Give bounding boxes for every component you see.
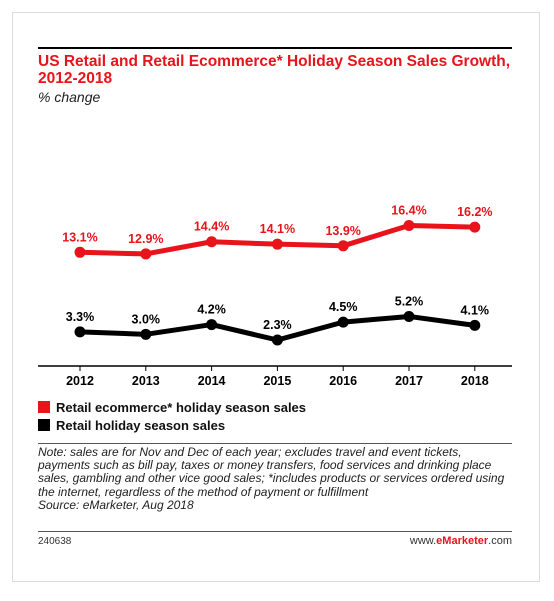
data-point-ecommerce-2017: [403, 220, 415, 232]
data-label-retail-2014: 4.2%: [197, 303, 226, 317]
data-point-ecommerce-2016: [337, 240, 349, 252]
data-label-ecommerce-2014: 14.4%: [194, 220, 229, 234]
data-point-ecommerce-2012: [74, 246, 86, 258]
note-text: Note: sales are for Nov and Dec of each …: [38, 445, 505, 499]
data-label-ecommerce-2015: 14.1%: [260, 222, 295, 236]
legend-item-ecommerce: Retail ecommerce* holiday season sales: [38, 400, 512, 415]
data-point-ecommerce-2018: [469, 221, 481, 233]
x-tick-label-2013: 2013: [132, 374, 160, 388]
brand-name: eMarketer: [436, 535, 489, 547]
data-point-retail-2014: [206, 319, 218, 331]
data-label-ecommerce-2012: 13.1%: [62, 230, 97, 244]
data-label-retail-2012: 3.3%: [66, 310, 95, 324]
brand-suffix: .com: [488, 535, 512, 547]
data-point-retail-2015: [271, 334, 283, 346]
legend-swatch-ecommerce: [38, 401, 50, 413]
source-text: Source: eMarketer, Aug 2018: [38, 497, 194, 512]
legend-label-retail: Retail holiday season sales: [56, 418, 226, 433]
x-tick-label-2017: 2017: [395, 374, 423, 388]
data-point-ecommerce-2015: [271, 238, 283, 250]
data-label-retail-2018: 4.1%: [461, 303, 490, 317]
data-point-ecommerce-2013: [140, 248, 152, 260]
data-point-retail-2013: [140, 328, 152, 340]
data-label-retail-2015: 2.3%: [263, 318, 292, 332]
legend-label-ecommerce: Retail ecommerce* holiday season sales: [56, 400, 307, 415]
legend-swatch-retail: [38, 419, 50, 431]
data-point-retail-2012: [74, 326, 86, 338]
x-tick-label-2015: 2015: [263, 374, 291, 388]
data-label-ecommerce-2016: 13.9%: [325, 224, 360, 238]
legend-item-retail: Retail holiday season sales: [38, 418, 512, 433]
data-point-ecommerce-2014: [206, 236, 218, 248]
footer-rule: [38, 531, 512, 532]
data-label-retail-2013: 3.0%: [132, 312, 161, 326]
data-label-retail-2017: 5.2%: [395, 294, 424, 308]
chart-note: Note: sales are for Nov and Dec of each …: [38, 445, 512, 512]
brand-prefix: www.: [409, 535, 437, 547]
x-tick-label-2012: 2012: [66, 374, 94, 388]
chart-title: US Retail and Retail Ecommerce* Holiday …: [38, 53, 511, 87]
data-label-retail-2016: 4.5%: [329, 300, 358, 314]
top-rule: [38, 47, 512, 49]
brand-link[interactable]: www.eMarketer.com: [410, 535, 512, 547]
x-tick-label-2018: 2018: [461, 374, 489, 388]
data-label-ecommerce-2017: 16.4%: [391, 204, 426, 218]
data-label-ecommerce-2013: 12.9%: [128, 232, 163, 246]
chart-subtitle: % change: [38, 89, 101, 105]
chart-id: 240638: [38, 536, 72, 547]
note-rule: [38, 443, 512, 444]
data-point-retail-2017: [403, 310, 415, 322]
data-point-retail-2018: [469, 319, 481, 331]
x-tick-label-2014: 2014: [198, 374, 226, 388]
chart-frame: [12, 12, 540, 582]
data-label-ecommerce-2018: 16.2%: [457, 205, 492, 219]
data-point-retail-2016: [337, 316, 349, 328]
x-tick-label-2016: 2016: [329, 374, 357, 388]
